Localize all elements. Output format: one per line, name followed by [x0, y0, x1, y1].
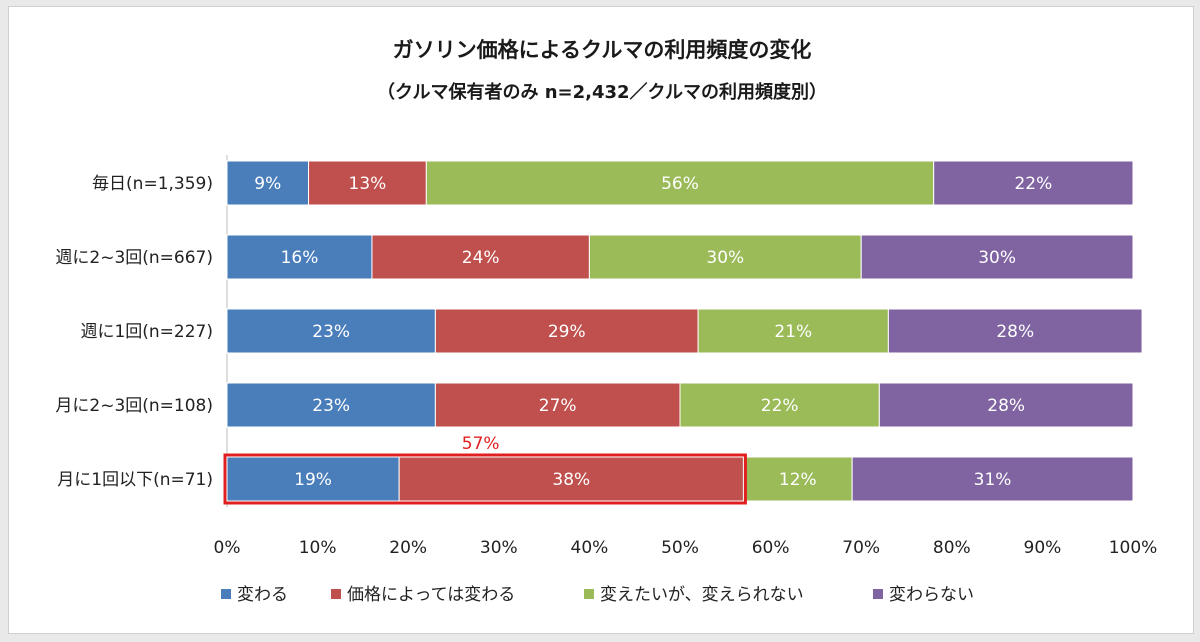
- category-label: 月に1回以下(n=71): [57, 470, 213, 490]
- x-tick-label: 40%: [571, 538, 609, 558]
- bar-segment: [434, 308, 699, 354]
- category-label: 毎日(n=1,359): [92, 174, 213, 194]
- bar-segment: [933, 160, 1134, 206]
- data-label: 38%: [552, 470, 590, 490]
- data-label: 27%: [539, 396, 577, 416]
- stacked-bar-chart: ガソリン価格によるクルマの利用頻度の変化 （クルマ保有者のみ n=2,432／ク…: [55, 38, 1158, 605]
- bar-segment: [887, 308, 1143, 354]
- x-tick-label: 30%: [480, 538, 518, 558]
- legend-swatch: [873, 589, 883, 599]
- category-label: 週に1回(n=227): [80, 322, 213, 342]
- data-label: 12%: [779, 470, 817, 490]
- chart-title: ガソリン価格によるクルマの利用頻度の変化: [393, 38, 812, 62]
- chart-frame: ガソリン価格によるクルマの利用頻度の変化 （クルマ保有者のみ n=2,432／ク…: [8, 6, 1194, 634]
- bar-segment: [679, 382, 880, 428]
- x-tick-label: 0%: [214, 538, 241, 558]
- bar-segment: [398, 456, 744, 502]
- data-label: 16%: [281, 248, 319, 268]
- data-label: 30%: [706, 248, 744, 268]
- x-tick-label: 10%: [299, 538, 337, 558]
- bar-segment: [697, 308, 889, 354]
- legend-label: 変わる: [237, 585, 288, 605]
- x-tick-label: 20%: [389, 538, 427, 558]
- x-tick-label: 50%: [661, 538, 699, 558]
- bar-segment: [226, 308, 436, 354]
- data-label: 24%: [462, 248, 500, 268]
- x-tick-label: 80%: [933, 538, 971, 558]
- legend-label: 価格によっては変わる: [347, 585, 515, 605]
- highlight-box: [223, 453, 747, 505]
- annotation-label: 57%: [462, 434, 500, 454]
- x-tick-label: 90%: [1024, 538, 1062, 558]
- data-label: 21%: [774, 322, 812, 342]
- bar-segment: [226, 456, 400, 502]
- bar-segment: [425, 160, 935, 206]
- data-label: 31%: [974, 470, 1012, 490]
- data-label: 28%: [996, 322, 1034, 342]
- bar-segment: [308, 160, 427, 206]
- legend-swatch: [221, 589, 231, 599]
- data-label: 23%: [312, 322, 350, 342]
- legend-label: 変えたいが、変えられない: [600, 585, 804, 605]
- chart-subtitle: （クルマ保有者のみ n=2,432／クルマの利用頻度別）: [377, 81, 827, 103]
- data-label: 29%: [548, 322, 586, 342]
- x-tick-label: 70%: [842, 538, 880, 558]
- data-label: 56%: [661, 174, 699, 194]
- data-label: 30%: [978, 248, 1016, 268]
- bar-segment: [742, 456, 853, 502]
- data-label: 28%: [987, 396, 1025, 416]
- legend-label: 変わらない: [889, 585, 974, 605]
- bar-segment: [860, 234, 1134, 280]
- legend-swatch: [331, 589, 341, 599]
- category-label: 月に2~3回(n=108): [55, 396, 213, 416]
- bar-segment: [226, 382, 436, 428]
- bar-segment: [371, 234, 590, 280]
- bar-segment: [851, 456, 1134, 502]
- legend-swatch: [584, 589, 594, 599]
- bar-segment: [878, 382, 1134, 428]
- x-tick-label: 60%: [752, 538, 790, 558]
- category-label: 週に2~3回(n=667): [55, 248, 213, 268]
- bar-segment: [434, 382, 681, 428]
- data-label: 23%: [312, 396, 350, 416]
- data-label: 13%: [349, 174, 387, 194]
- x-tick-label: 100%: [1109, 538, 1158, 558]
- data-label: 22%: [761, 396, 799, 416]
- data-label: 19%: [294, 470, 332, 490]
- data-label: 9%: [254, 174, 281, 194]
- data-label: 22%: [1014, 174, 1052, 194]
